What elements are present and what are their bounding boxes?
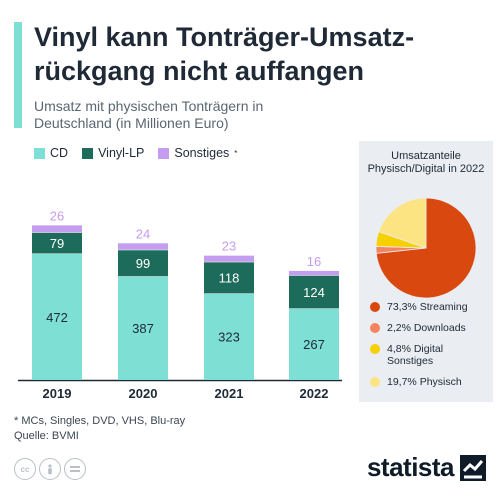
legend-swatch-vinyl: [82, 147, 94, 159]
pie-legend-item-2: 4,8% Digital Sonstiges: [367, 343, 491, 367]
x-tick-label-2022: 2022: [300, 386, 329, 401]
bar-segment-cd-2020: [118, 276, 168, 380]
x-tick-label-2019: 2019: [43, 386, 72, 401]
pie-legend-item-3: 19,7% Physisch: [367, 376, 491, 388]
bar-legend: CD Vinyl-LP Sonstiges *: [34, 146, 237, 160]
legend-swatch-sonstiges: [158, 147, 170, 159]
data-label-sonstiges-2019: 26: [50, 208, 64, 223]
x-tick-label-2020: 2020: [129, 386, 158, 401]
data-label-cd-2019: 472: [46, 310, 68, 325]
data-label-vinyl-lp-2019: 79: [50, 236, 64, 251]
data-label-sonstiges-2022: 16: [307, 254, 321, 269]
pie-legend-dot: [370, 344, 380, 354]
pie-legend-label: 73,3% Streaming: [387, 301, 468, 313]
statista-mark-icon: [460, 454, 486, 481]
pie-slice-3: [378, 197, 427, 249]
pie-legend-dot: [370, 302, 380, 312]
legend-item-vinyl: Vinyl-LP: [82, 146, 144, 160]
chart-title: Vinyl kann Tonträger-Umsatz-rückgang nic…: [34, 22, 415, 86]
bar-segment-cd-2021: [204, 293, 254, 380]
statista-logo[interactable]: statista: [367, 452, 486, 483]
pie-legend-item-1: 2,2% Downloads: [367, 322, 491, 334]
footnote-block: * MCs, Singles, DVD, VHS, Blu-ray Quelle…: [14, 414, 185, 444]
source-text: Quelle: BVMI: [14, 430, 79, 442]
pie-legend-dot: [370, 377, 380, 387]
legend-footnote-mark: *: [234, 148, 238, 158]
bar-segment-sonstiges-2021: [204, 255, 254, 262]
bar-segment-cd-2019: [32, 253, 82, 380]
pie-legend-label: 2,2% Downloads: [387, 322, 466, 334]
pie-legend: 73,3% Streaming 2,2% Downloads 4,8% Digita…: [367, 301, 491, 397]
cc-icon[interactable]: cc: [14, 458, 36, 480]
license-icons: cc: [14, 458, 86, 480]
bar-segment-vinyl-lp-2020: [118, 249, 168, 277]
title-accent-bar: [14, 22, 22, 128]
pie-legend-dot: [370, 323, 380, 333]
data-label-cd-2022: 267: [303, 337, 325, 352]
x-tick-label-2021: 2021: [215, 386, 244, 401]
stacked-bar-chart: 472 79 26 2019 387 99 24 2020 323 118 23 2021 267 124…: [18, 208, 342, 401]
logo-text: statista: [366, 452, 455, 482]
legend-swatch-cd: [34, 147, 45, 159]
equals-icon[interactable]: [64, 458, 86, 480]
bar-segment-vinyl-lp-2019: [32, 232, 82, 254]
pie-legend-item-0: 73,3% Streaming: [367, 301, 491, 313]
legend-label-vinyl: Vinyl-LP: [98, 146, 145, 160]
data-label-sonstiges-2021: 23: [222, 239, 236, 254]
data-label-vinyl-lp-2020: 99: [136, 256, 150, 271]
bar-segment-vinyl-lp-2022: [289, 275, 339, 309]
bar-segment-sonstiges-2020: [118, 243, 168, 250]
legend-label-cd: CD: [50, 146, 69, 160]
data-label-vinyl-lp-2021: 118: [219, 271, 240, 286]
legend-label-sonstiges: Sonstiges: [174, 146, 230, 160]
data-label-cd-2020: 387: [132, 321, 154, 336]
bar-segment-cd-2022: [289, 308, 339, 380]
person-icon[interactable]: [39, 458, 61, 480]
chart-subtitle: Umsatz mit physischen Tonträgern in Deut…: [34, 98, 264, 131]
pie-legend-label: 19,7% Physisch: [387, 376, 462, 388]
pie-title: Umsatzanteile Physisch/Digital in 2022: [367, 150, 485, 175]
footnote-text: * MCs, Singles, DVD, VHS, Blu-ray: [14, 415, 186, 427]
bar-segment-sonstiges-2019: [32, 225, 82, 233]
pie-panel: Umsatzanteile Physisch/Digital in 2022 7…: [359, 141, 493, 402]
bar-segment-sonstiges-2022: [289, 270, 339, 276]
data-label-cd-2021: 323: [218, 330, 240, 345]
legend-item-sonstiges: Sonstiges *: [158, 146, 237, 160]
data-label-vinyl-lp-2022: 124: [303, 285, 325, 300]
pie-legend-label: 4,8% Digital Sonstiges: [387, 343, 444, 367]
bar-segment-vinyl-lp-2021: [204, 261, 254, 294]
legend-item-cd: CD: [34, 146, 68, 160]
data-label-sonstiges-2020: 24: [136, 226, 150, 241]
pie-chart: [375, 197, 477, 299]
